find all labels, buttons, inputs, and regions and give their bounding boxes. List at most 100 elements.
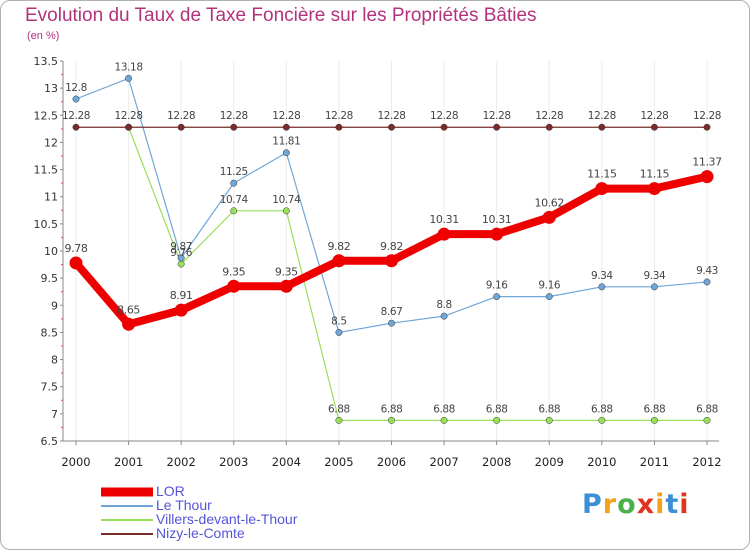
y-tick-label: 10.5 (34, 218, 59, 231)
y-tick-label: 11 (44, 191, 58, 204)
legend-swatch-le-thour (101, 505, 153, 507)
x-tick-label-2005: 2005 (324, 455, 353, 469)
data-label-nizy-le-comte-2010: 12.28 (588, 110, 616, 122)
point-nizy-le-comte-2003 (230, 123, 238, 131)
data-label-nizy-le-comte-2009: 12.28 (535, 110, 563, 122)
legend-label-le-thour: Le Thour (156, 497, 212, 513)
point-lor-2002 (174, 303, 188, 317)
legend-label-villers: Villers-devant-le-Thour (156, 511, 298, 527)
point-lor-2007 (437, 227, 451, 241)
legend-swatch-lor (101, 487, 153, 497)
data-label-le-thour-2007: 8.8 (436, 299, 452, 311)
point-nizy-le-comte-2010 (598, 123, 606, 131)
point-le-thour-2002 (177, 254, 185, 262)
y-tick-label: 7 (51, 408, 58, 421)
logo-letter: i (655, 489, 666, 520)
data-label-nizy-le-comte-2011: 12.28 (640, 110, 668, 122)
point-nizy-le-comte-2011 (650, 123, 658, 131)
point-villers-devant-le-thour-2003 (230, 207, 238, 215)
y-tick-label: 9 (51, 299, 58, 312)
point-nizy-le-comte-2005 (335, 123, 343, 131)
point-le-thour-2005 (335, 328, 343, 336)
point-nizy-le-comte-2001 (125, 123, 133, 131)
point-villers-devant-le-thour-2005 (335, 416, 343, 424)
data-label-le-thour-2011: 9.34 (644, 270, 666, 282)
point-villers-devant-le-thour-2008 (493, 416, 501, 424)
point-le-thour-2007 (440, 312, 448, 320)
data-label-nizy-le-comte-2004: 12.28 (272, 110, 300, 122)
data-label-nizy-le-comte-2001: 12.28 (115, 110, 143, 122)
data-label-villers-devant-le-thour-2007: 6.88 (433, 403, 455, 415)
point-lor-2008 (490, 227, 504, 241)
data-label-villers-devant-le-thour-2010: 6.88 (591, 403, 613, 415)
logo-letter: o (617, 489, 637, 520)
data-label-lor-2006: 9.82 (380, 240, 403, 253)
point-le-thour-2010 (598, 283, 606, 291)
proxiti-logo: Proxiti (582, 489, 690, 520)
x-tick-label-2009: 2009 (535, 455, 564, 469)
point-nizy-le-comte-2008 (493, 123, 501, 131)
x-tick-label-2010: 2010 (587, 455, 616, 469)
legend-label-lor: LOR (156, 483, 185, 499)
data-label-nizy-le-comte-2003: 12.28 (220, 110, 248, 122)
logo-letter: t (665, 489, 680, 520)
x-tick-label-2008: 2008 (482, 455, 511, 469)
y-tick-label: 6.5 (41, 435, 59, 448)
data-label-villers-devant-le-thour-2006: 6.88 (381, 403, 403, 415)
point-lor-2003 (227, 279, 241, 293)
data-label-nizy-le-comte-2008: 12.28 (483, 110, 511, 122)
logo-letter: P (582, 489, 603, 520)
point-villers-devant-le-thour-2007 (440, 416, 448, 424)
data-label-le-thour-2005: 8.5 (331, 315, 347, 327)
point-le-thour-2012 (703, 278, 711, 286)
point-le-thour-2001 (125, 74, 133, 82)
point-lor-2009 (542, 210, 556, 224)
data-label-villers-devant-le-thour-2008: 6.88 (486, 403, 508, 415)
data-label-villers-devant-le-thour-2009: 6.88 (538, 403, 560, 415)
point-villers-devant-le-thour-2011 (650, 416, 658, 424)
point-lor-2000 (69, 256, 83, 270)
point-lor-2012 (700, 170, 714, 184)
point-le-thour-2009 (545, 293, 553, 301)
point-nizy-le-comte-2002 (177, 123, 185, 131)
y-axis-ticks: 6.5 7 7.5 8 8.5 9 9.5 10 10.5 11 11.5 12 12.5 13 13.5 (34, 55, 63, 448)
legend-swatch-nizy (101, 533, 153, 535)
data-label-lor-2012: 11.37 (692, 156, 722, 169)
data-label-le-thour-2001: 13.18 (115, 61, 143, 73)
series-lor (69, 170, 714, 331)
point-nizy-le-comte-2012 (703, 123, 711, 131)
point-villers-devant-le-thour-2009 (545, 416, 553, 424)
data-label-villers-devant-le-thour-2005: 6.88 (328, 403, 350, 415)
logo-letter: x (636, 489, 656, 520)
data-label-le-thour-2000: 12.8 (65, 82, 87, 94)
x-axis-ticks: 2000 2001 2002 2003 2004 2005 2006 2007 2008 2009… (61, 441, 722, 469)
data-label-nizy-le-comte-2002: 12.28 (167, 110, 195, 122)
data-label-le-thour-2008: 9.16 (486, 280, 508, 292)
chart-subtitle: (en %) (27, 30, 60, 42)
series-le-thour (72, 74, 711, 336)
x-tick-label-2012: 2012 (692, 455, 721, 469)
data-label-lor-2003: 9.35 (222, 265, 245, 278)
x-tick-label-2004: 2004 (272, 455, 301, 469)
x-tick-label-2006: 2006 (377, 455, 406, 469)
y-tick-label: 8.5 (41, 326, 59, 339)
point-le-thour-2008 (493, 293, 501, 301)
data-label-le-thour-2010: 9.34 (591, 270, 613, 282)
logo-letter: r (602, 489, 618, 520)
data-label-villers-devant-le-thour-2002: 9.76 (170, 247, 192, 259)
y-tick-label: 11.5 (34, 164, 59, 177)
point-villers-devant-le-thour-2010 (598, 416, 606, 424)
point-lor-2001 (122, 317, 136, 331)
y-tick-label: 9.5 (41, 272, 59, 285)
data-label-villers-devant-le-thour-2012: 6.88 (696, 403, 718, 415)
y-tick-label: 12.5 (34, 109, 59, 122)
data-label-lor-2009: 10.62 (535, 196, 565, 209)
data-labels: 9.76 10.74 10.74 6.88 6.88 6.88 6.88 6.88 6.88 6.… (62, 61, 723, 415)
point-lor-2006 (385, 254, 398, 268)
point-le-thour-2004 (282, 149, 290, 157)
point-villers-devant-le-thour-2002 (177, 260, 185, 268)
data-label-villers-devant-le-thour-2003: 10.74 (220, 194, 249, 206)
data-label-villers-devant-le-thour-2011: 6.88 (644, 403, 666, 415)
data-label-nizy-le-comte-2012: 12.28 (693, 110, 721, 122)
